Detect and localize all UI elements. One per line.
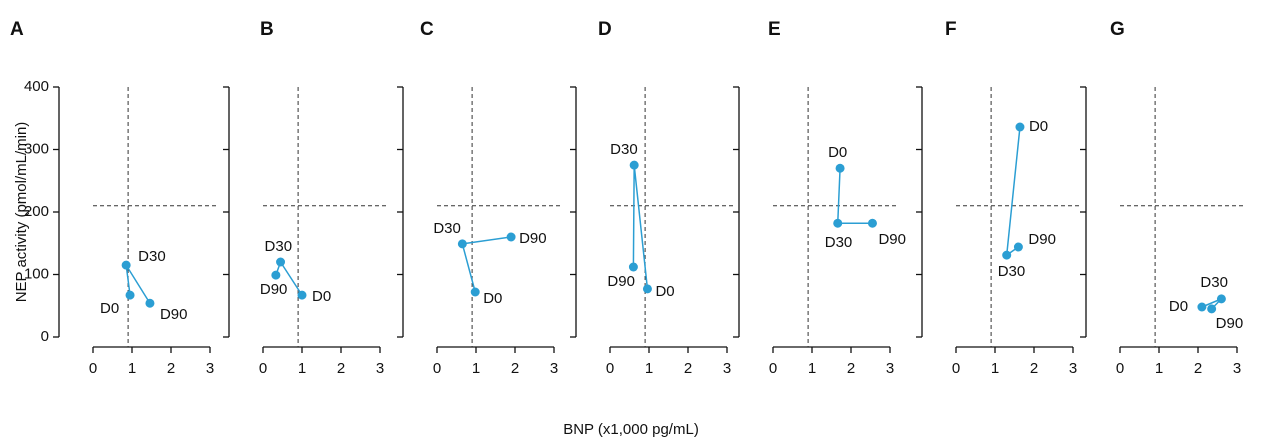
point [506, 232, 516, 242]
point [121, 260, 131, 270]
trajectory [836, 168, 873, 224]
x-tick-label: 0 [769, 360, 777, 377]
panel-title: E [768, 19, 781, 40]
point [628, 262, 638, 272]
point [125, 290, 135, 300]
x-tick-label: 0 [952, 360, 960, 377]
point-label: D30 [610, 141, 638, 158]
x-tick-label: 2 [511, 360, 519, 377]
point [867, 218, 877, 228]
point [1197, 302, 1207, 312]
point [642, 284, 652, 294]
point-label: D30 [265, 238, 293, 255]
point-label: D30 [433, 220, 461, 237]
x-tick-label: 2 [1030, 360, 1038, 377]
x-tick-label: 1 [991, 360, 999, 377]
x-tick-label: 2 [847, 360, 855, 377]
point-label: D90 [878, 231, 906, 248]
x-tick-label: 0 [433, 360, 441, 377]
point-label: D0 [655, 283, 674, 300]
x-tick-label: 3 [376, 360, 384, 377]
point-label: D30 [1200, 274, 1228, 291]
point-label: D30 [138, 248, 166, 265]
y-tick-label: 0 [41, 328, 49, 345]
point-label: D90 [160, 306, 188, 323]
point [470, 287, 480, 297]
panel-title: C [420, 19, 434, 40]
point [1002, 250, 1012, 260]
point-label: D90 [607, 273, 635, 290]
panel-title: F [945, 19, 957, 40]
x-tick-label: 2 [167, 360, 175, 377]
x-tick-label: 3 [1233, 360, 1241, 377]
point [1013, 242, 1023, 252]
x-tick-label: 1 [645, 360, 653, 377]
point-label: D0 [1169, 298, 1188, 315]
point [457, 239, 467, 249]
x-tick-label: 3 [886, 360, 894, 377]
x-tick-label: 3 [206, 360, 214, 377]
y-tick-label: 200 [24, 203, 49, 220]
x-tick-label: 1 [128, 360, 136, 377]
x-tick-label: 2 [337, 360, 345, 377]
x-tick-label: 3 [723, 360, 731, 377]
point-label: D90 [1028, 231, 1056, 248]
panel-title: G [1110, 19, 1125, 40]
point-label: D0 [1029, 118, 1048, 135]
x-tick-label: 2 [684, 360, 692, 377]
x-tick-label: 0 [606, 360, 614, 377]
point-label: D30 [825, 234, 853, 251]
point-label: D90 [519, 230, 547, 247]
point-label: D0 [100, 300, 119, 317]
x-tick-label: 3 [550, 360, 558, 377]
x-tick-label: 0 [259, 360, 267, 377]
x-tick-label: 2 [1194, 360, 1202, 377]
trajectory [461, 236, 512, 293]
panel-title: B [260, 19, 274, 40]
point [297, 290, 307, 300]
point-label: D30 [998, 263, 1026, 280]
x-tick-label: 0 [1116, 360, 1124, 377]
point-label: D90 [260, 281, 288, 298]
point [145, 298, 155, 308]
x-axis-label: BNP (x1,000 pg/mL) [563, 421, 699, 438]
x-tick-label: 3 [1069, 360, 1077, 377]
y-tick-label: 300 [24, 140, 49, 157]
point-label: D0 [483, 290, 502, 307]
point [833, 218, 843, 228]
x-tick-label: 1 [472, 360, 480, 377]
y-tick-label: 100 [24, 265, 49, 282]
point [1216, 294, 1226, 304]
x-tick-label: 1 [1155, 360, 1163, 377]
point-label: D0 [312, 288, 331, 305]
x-tick-label: 1 [808, 360, 816, 377]
point [629, 160, 639, 170]
panel-title: A [10, 19, 24, 40]
point [271, 270, 281, 280]
point [1015, 122, 1025, 132]
y-axis-label: NEP activity (pmol/mL/min) [13, 122, 30, 303]
panel-title: D [598, 19, 612, 40]
x-tick-label: 0 [89, 360, 97, 377]
trajectory [1005, 126, 1021, 257]
point-label: D0 [828, 144, 847, 161]
point [835, 163, 845, 173]
point [276, 257, 286, 267]
y-tick-label: 400 [24, 78, 49, 95]
point [1207, 304, 1217, 314]
point-label: D90 [1216, 315, 1244, 332]
x-tick-label: 1 [298, 360, 306, 377]
